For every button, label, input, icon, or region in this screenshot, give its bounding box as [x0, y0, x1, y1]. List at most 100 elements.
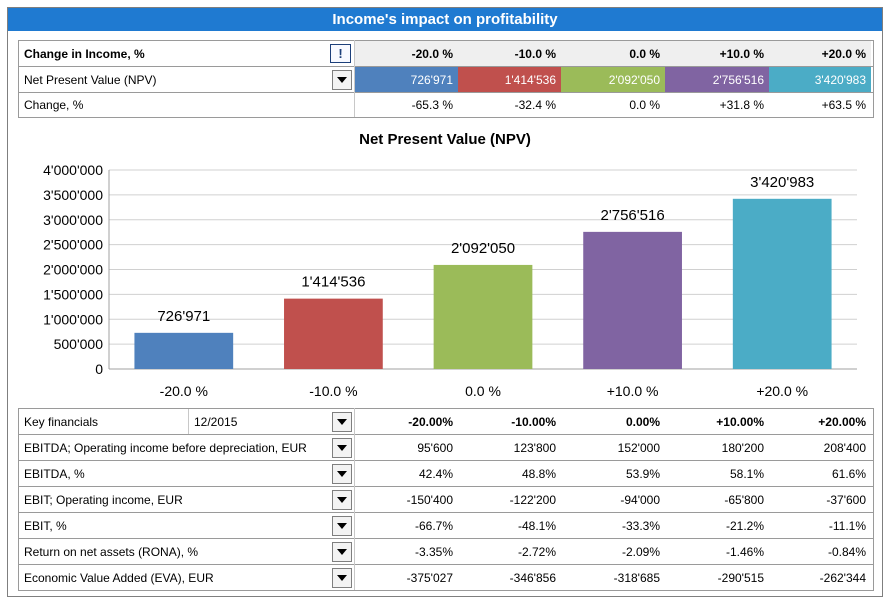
financials-cell: -262'344	[819, 570, 866, 585]
financials-cell: -2.72%	[517, 544, 556, 559]
chart-bar	[433, 264, 533, 369]
chart-bar	[134, 332, 234, 369]
change-value-5: +63.5 %	[821, 98, 866, 112]
financials-cell: -3.35%	[414, 544, 453, 559]
npv-metric-dropdown[interactable]	[332, 69, 352, 90]
period-value: 12/2015	[194, 414, 238, 429]
y-tick-label: 1'000'000	[43, 311, 103, 327]
scenario-col-1: -20.0 %	[355, 41, 458, 66]
npv-chart: Net Present Value (NPV) 0 500'000 1'000'00…	[18, 112, 872, 403]
npv-value-2: 1'414'536	[458, 67, 561, 92]
change-value-1: -65.3 %	[411, 98, 453, 112]
bar-value-label: 1'414'536	[301, 274, 365, 291]
financials-row-label: EBIT, %	[24, 518, 67, 533]
financials-header-row: Key financials 12/2015 -20.00% -10.00% 0…	[18, 408, 874, 434]
financials-header-label: Key financials	[19, 409, 189, 434]
financials-cell: -48.1%	[517, 518, 556, 533]
financials-row: EBITDA, % 42.4% 48.8% 53.9% 58.1% 61.6%	[18, 460, 874, 486]
financials-cell: -65'800	[724, 492, 764, 507]
chevron-down-icon	[337, 548, 347, 555]
financials-row-label: Return on net assets (RONA), %	[24, 544, 199, 559]
chart-bar	[583, 231, 682, 369]
financials-row: EBITDA; Operating income before deprecia…	[18, 434, 874, 460]
npv-chart-svg: Net Present Value (NPV) 0 500'000 1'000'00…	[43, 131, 857, 399]
financials-cell: -1.46%	[725, 544, 764, 559]
chart-bar	[732, 198, 832, 369]
metric-dropdown[interactable]	[332, 437, 352, 458]
financials-cell: -346'856	[509, 570, 556, 585]
npv-label: Net Present Value (NPV)	[24, 72, 157, 87]
chart-title: Net Present Value (NPV)	[359, 131, 531, 148]
chevron-down-icon	[337, 522, 347, 529]
npv-value-4: 2'756'516	[665, 67, 769, 92]
scenario-col-5: +20.0 %	[769, 41, 871, 66]
financials-cell: -318'685	[613, 570, 660, 585]
financials-cell: -21.2%	[725, 518, 764, 533]
financials-row-label: Economic Value Added (EVA), EUR	[24, 570, 214, 585]
financials-col-2: -10.00%	[511, 414, 556, 429]
financials-col-4: +10.00%	[716, 414, 764, 429]
chevron-down-icon	[337, 496, 347, 503]
period-dropdown[interactable]	[332, 411, 352, 432]
scenario-col-4: +10.0 %	[665, 41, 769, 66]
financials-col-1: -20.00%	[408, 414, 453, 429]
financials-cell: 152'000	[617, 440, 660, 455]
change-row: Change, % -65.3 % -32.4 % 0.0 % +31.8 % …	[18, 92, 874, 118]
financials-cell: -94'000	[620, 492, 660, 507]
financials-cell: 95'600	[417, 440, 453, 455]
scenario-col-2: -10.0 %	[458, 41, 561, 66]
y-tick-label: 500'000	[54, 336, 104, 352]
chevron-down-icon	[337, 76, 347, 83]
financials-cell: -0.84%	[827, 544, 866, 559]
financials-col-5: +20.00%	[818, 414, 866, 429]
financials-row: EBIT, % -66.7% -48.1% -33.3% -21.2% -11.…	[18, 512, 874, 538]
financials-row: Economic Value Added (EVA), EUR -375'027…	[18, 564, 874, 591]
financials-cell: 48.8%	[521, 466, 556, 481]
financials-cell: -37'600	[826, 492, 866, 507]
metric-dropdown[interactable]	[332, 567, 352, 588]
financials-cell: -290'515	[717, 570, 764, 585]
chart-bar	[284, 298, 383, 369]
chevron-down-icon	[337, 470, 347, 477]
financials-cell: -66.7%	[414, 518, 453, 533]
y-tick-label: 3'000'000	[43, 212, 103, 228]
change-value-2: -32.4 %	[514, 98, 556, 112]
financials-cell: 208'400	[823, 440, 866, 455]
chevron-down-icon	[337, 418, 347, 425]
financials-cell: -122'200	[509, 492, 556, 507]
y-tick-label: 2'500'000	[43, 237, 103, 253]
npv-row: Net Present Value (NPV) 726'971 1'414'53…	[18, 66, 874, 92]
financials-cell: 180'200	[721, 440, 764, 455]
scenario-header-row: Change in Income, % ! -20.0 % -10.0 % 0.…	[18, 40, 874, 66]
metric-dropdown[interactable]	[332, 489, 352, 510]
y-tick-label: 1'500'000	[43, 286, 103, 302]
bar-value-label: 2'092'050	[451, 240, 515, 257]
npv-value-1: 726'971	[355, 67, 458, 92]
report-title: Income's impact on profitability	[8, 8, 882, 31]
npv-value-3: 2'092'050	[561, 67, 665, 92]
scenario-col-3: 0.0 %	[561, 41, 665, 66]
financials-cell: -11.1%	[828, 518, 866, 533]
x-tick-label: +10.0 %	[607, 383, 659, 399]
financials-cell: 42.4%	[418, 466, 453, 481]
financials-cell: -150'400	[406, 492, 453, 507]
x-tick-label: 0.0 %	[465, 383, 501, 399]
change-value-4: +31.8 %	[719, 98, 764, 112]
financials-cell: -2.09%	[621, 544, 660, 559]
financials-cell: 53.9%	[625, 466, 660, 481]
alert-button[interactable]: !	[330, 44, 351, 63]
financials-row-label: EBITDA, %	[24, 466, 85, 481]
financials-cell: 58.1%	[729, 466, 764, 481]
x-tick-label: -20.0 %	[160, 383, 208, 399]
change-value-3: 0.0 %	[629, 98, 660, 112]
x-tick-label: -10.0 %	[309, 383, 357, 399]
scenario-header-label: Change in Income, %	[24, 46, 145, 61]
metric-dropdown[interactable]	[332, 463, 352, 484]
bar-value-label: 2'756'516	[601, 207, 665, 224]
x-tick-label: +20.0 %	[756, 383, 808, 399]
y-tick-label: 2'000'000	[43, 262, 103, 278]
metric-dropdown[interactable]	[332, 515, 352, 536]
y-tick-label: 4'000'000	[43, 162, 103, 178]
metric-dropdown[interactable]	[332, 541, 352, 562]
financials-cell: -375'027	[406, 570, 453, 585]
